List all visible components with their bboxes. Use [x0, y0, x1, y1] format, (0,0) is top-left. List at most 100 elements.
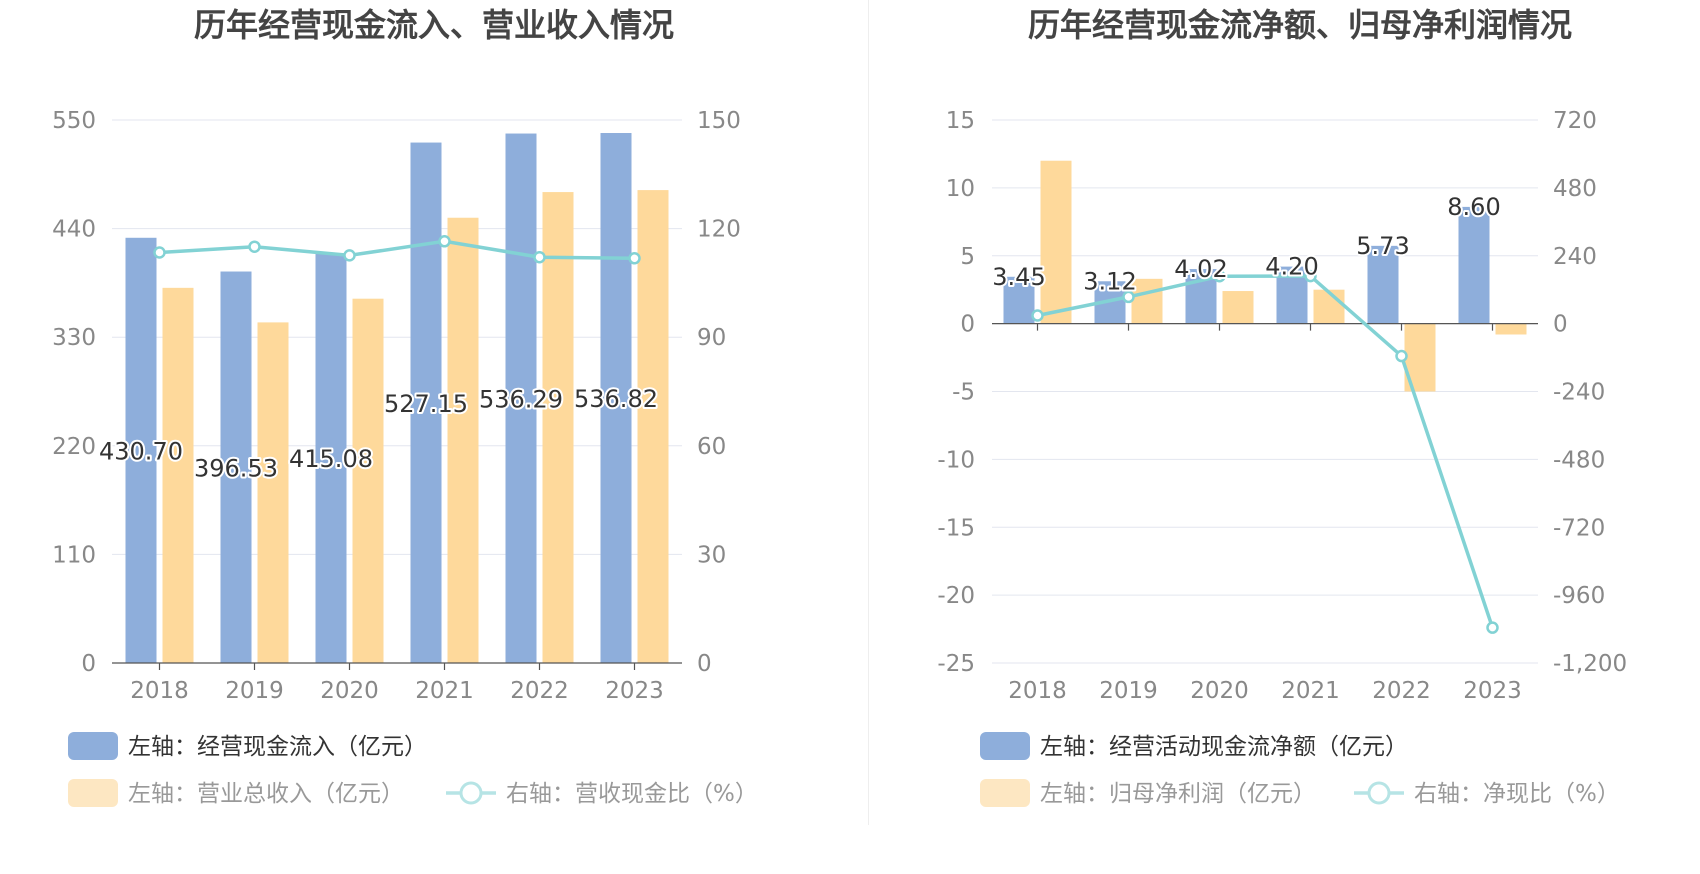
bar-series-1: [410, 142, 442, 663]
x-axis-label: 2021: [1281, 678, 1340, 704]
bar-data-label: 415.08: [289, 445, 373, 473]
legend-swatch: [980, 732, 1030, 760]
bar-data-label: 4.02: [1174, 255, 1227, 283]
left-axis-tick-label: -25: [937, 651, 975, 677]
left-axis-tick-label: -10: [937, 447, 975, 473]
bar-series-2: [1131, 278, 1163, 324]
bar-data-label: 536.82: [574, 385, 658, 413]
x-axis-label: 2019: [1099, 678, 1158, 704]
line-point: [1304, 269, 1317, 283]
bar-data-label: 536.29: [479, 385, 563, 413]
left-axis-tick-label: 220: [52, 434, 96, 460]
x-axis-label: 2023: [1463, 678, 1522, 704]
x-axis-label: 2022: [1372, 678, 1431, 704]
left-axis-tick-label: -15: [937, 515, 975, 541]
legend-label: 左轴：经营活动现金流净额（亿元）: [1040, 734, 1408, 760]
cash-inflow-revenue-chart: 历年经营现金流入、营业收入情况 0 110 220 330 440 550 0 30 60 90 12…: [52, 6, 758, 807]
bar-data-label: 3.45: [992, 263, 1045, 291]
line-point: [438, 235, 451, 248]
bar-series-1: [505, 133, 537, 663]
bar-data-label: 396.53: [194, 454, 278, 482]
x-axis-label: 2021: [415, 678, 474, 704]
legend-line-marker: [459, 781, 483, 805]
bar-series-1: [315, 253, 347, 664]
bar-series-2: [352, 298, 384, 663]
line-point: [248, 240, 261, 253]
bar-data-label: 5.73: [1356, 232, 1409, 260]
legend-label: 左轴：营业总收入（亿元）: [128, 781, 404, 807]
line-point: [1122, 290, 1135, 304]
legend-label: 右轴：净现比（%）: [1414, 781, 1620, 807]
line-point: [1395, 349, 1408, 363]
legend-swatch: [980, 779, 1030, 807]
legend-label: 右轴：营收现金比（%）: [506, 781, 758, 807]
bar-series-2: [1313, 289, 1345, 324]
right-axis-tick-label: -480: [1553, 447, 1605, 473]
right-axis-tick-label: -960: [1553, 583, 1605, 609]
left-axis-tick-label: 15: [946, 108, 975, 134]
left-axis-tick-label: -5: [952, 380, 975, 406]
right-axis-tick-label: 480: [1553, 176, 1597, 202]
chart-title: 历年经营现金流净额、归母净利润情况: [1028, 6, 1572, 44]
bar-series-1: [600, 133, 632, 663]
x-axis-label: 2018: [130, 678, 189, 704]
bar-series-1: [1003, 276, 1035, 324]
left-axis-tick-label: 5: [960, 244, 975, 270]
bar-series-2: [542, 192, 574, 663]
x-axis-label: 2022: [510, 678, 569, 704]
bar-series-1: [1367, 245, 1399, 324]
chart-title: 历年经营现金流入、营业收入情况: [194, 6, 674, 44]
right-axis-tick-label: 240: [1553, 244, 1597, 270]
line-point: [1486, 621, 1499, 634]
left-axis-tick-label: 0: [81, 651, 96, 677]
panel-divider: [868, 0, 869, 825]
line-point: [1031, 309, 1044, 322]
legend-label: 左轴：归母净利润（亿元）: [1040, 781, 1316, 807]
legend-line-marker: [1367, 781, 1391, 805]
bar-series-2: [257, 322, 289, 663]
right-axis-tick-label: 720: [1553, 108, 1597, 134]
right-axis-tick-label: -720: [1553, 515, 1605, 541]
x-axis-label: 2018: [1008, 678, 1067, 704]
line-series: [1037, 274, 1495, 629]
bar-series-2: [1040, 160, 1072, 324]
right-axis-tick-label: 60: [697, 434, 726, 460]
bar-data-label: 4.20: [1265, 253, 1318, 281]
net-cashflow-profit-chart: 历年经营现金流净额、归母净利润情况 -25 -20 -15 -10 -5 0 5 10 15 -1,…: [937, 6, 1627, 807]
left-axis-tick-label: 10: [946, 176, 975, 202]
bar-series-1: [220, 271, 252, 663]
x-axis-label: 2019: [225, 678, 284, 704]
bar-data-label: 527.15: [384, 390, 468, 418]
left-axis-tick-label: -20: [937, 583, 975, 609]
left-axis-tick-label: 110: [52, 542, 96, 568]
line-point: [533, 250, 546, 264]
line-point: [153, 246, 166, 259]
bar-series-2: [637, 190, 669, 663]
right-axis-tick-label: 120: [697, 217, 741, 243]
bar-series-2: [162, 287, 194, 663]
line-point: [343, 249, 356, 262]
line-point: [1213, 270, 1226, 283]
line-point: [628, 252, 641, 265]
left-axis-tick-label: 0: [960, 312, 975, 338]
right-axis-tick-label: 0: [697, 651, 712, 677]
legend-swatch: [68, 779, 118, 807]
right-axis-tick-label: 150: [697, 108, 741, 134]
left-axis-tick-label: 440: [52, 217, 96, 243]
left-axis-tick-label: 550: [52, 108, 96, 134]
right-axis-tick-label: 90: [697, 325, 726, 351]
bar-data-label: 3.12: [1083, 267, 1136, 295]
bar-data-label: 430.70: [99, 437, 183, 465]
x-axis-label: 2020: [320, 678, 379, 704]
right-axis-tick-label: -240: [1553, 380, 1605, 406]
bar-series-2: [447, 217, 479, 664]
bar-series-1: [1458, 206, 1490, 324]
left-axis-tick-label: 330: [52, 325, 96, 351]
bar-series-2: [1222, 291, 1254, 324]
legend-label: 左轴：经营现金流入（亿元）: [128, 734, 427, 760]
x-axis-label: 2020: [1190, 678, 1249, 704]
bar-data-label: 8.60: [1447, 193, 1500, 221]
bar-series-1: [125, 237, 157, 664]
right-axis-tick-label: 30: [697, 542, 726, 568]
